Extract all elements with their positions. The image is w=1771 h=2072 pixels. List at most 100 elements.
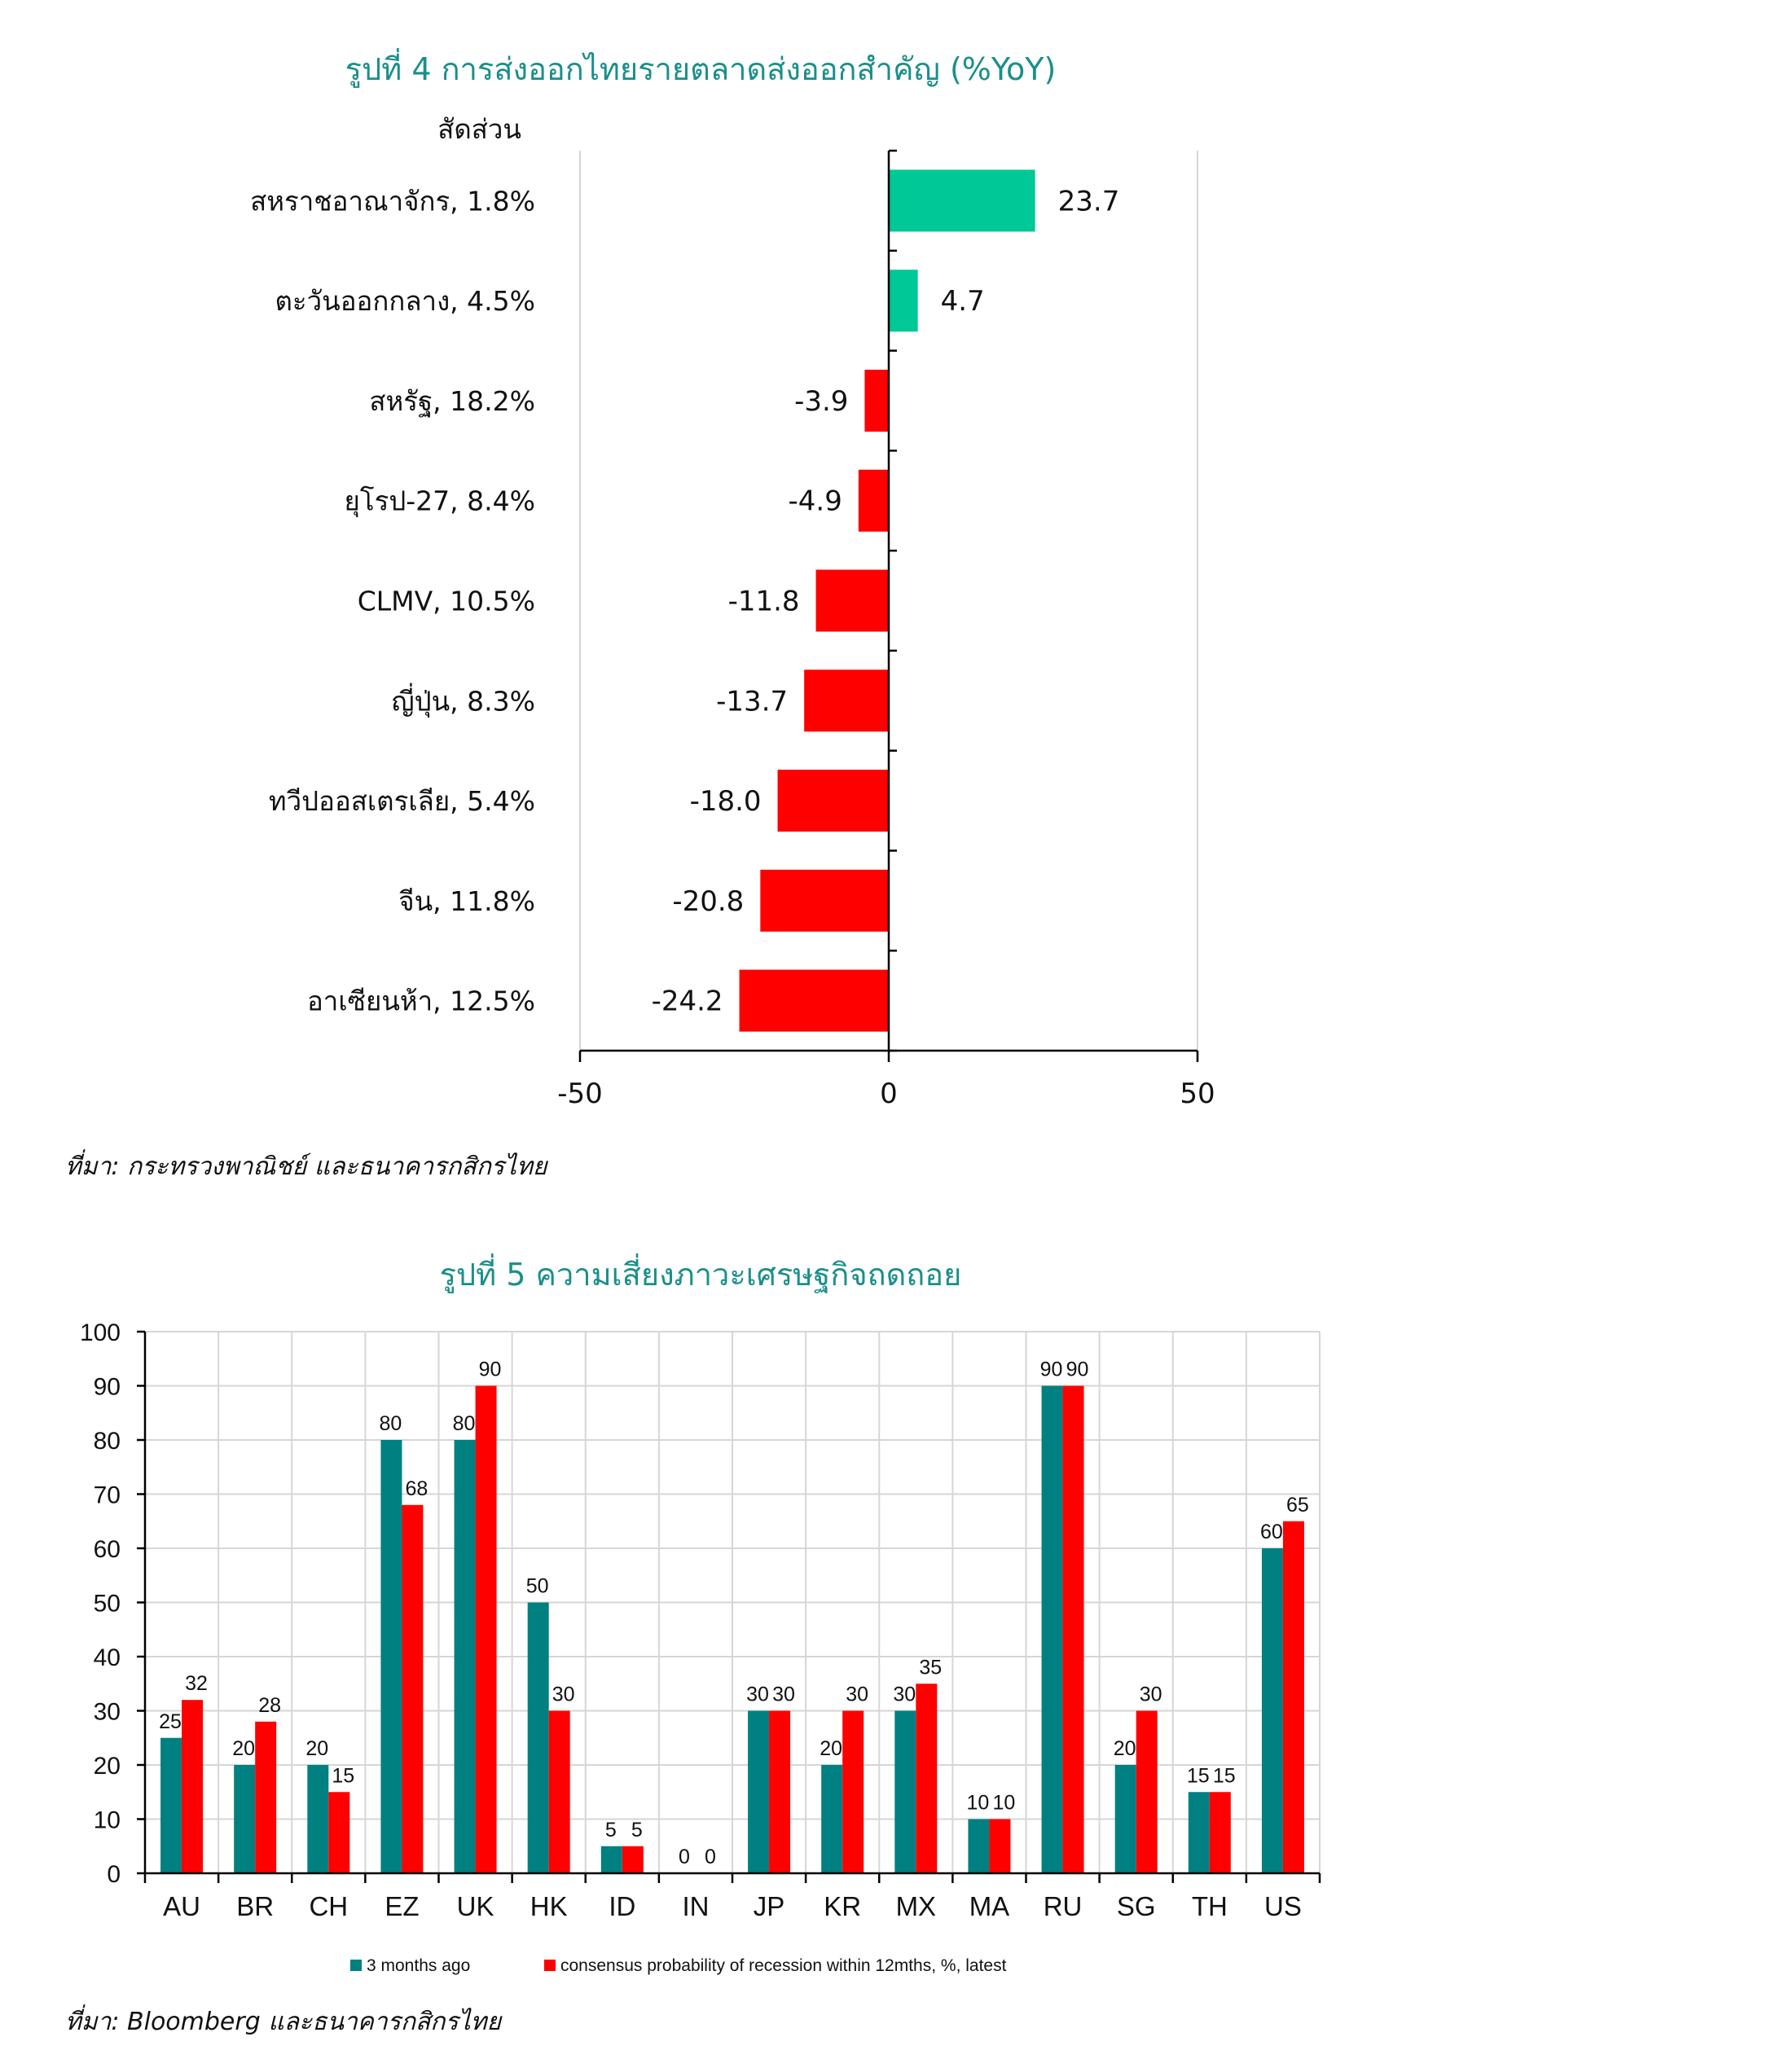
- chart1-x-tick-label-1: 0: [880, 1078, 898, 1110]
- chart2-category-label-5: HK: [530, 1891, 568, 1921]
- chart1-bar-8: [739, 969, 889, 1032]
- chart2-bars: [160, 1385, 1304, 1873]
- chart2-bar-uk-s2: [475, 1385, 497, 1873]
- chart2-value-label-uk-s1: 80: [453, 1412, 476, 1435]
- chart2-y-tick-label-10: 100: [80, 1319, 121, 1346]
- chart2-axes: [137, 1330, 1321, 1883]
- chart2-value-label-ma-s2: 10: [993, 1792, 1016, 1815]
- chart1-title: รูปที่ 4 การส่งออกไทยรายตลาดส่งออกสำคัญ …: [345, 48, 1057, 88]
- chart1-value-label-8: -24.2: [652, 986, 723, 1018]
- chart1-axes: [578, 149, 1199, 1062]
- chart2-y-tick-label-8: 80: [94, 1428, 121, 1455]
- chart1-bar-2: [864, 369, 889, 432]
- legend-label-consensus: consensus probability of recession withi…: [560, 1956, 1007, 1975]
- chart1-value-label-3: -4.9: [789, 485, 842, 518]
- chart1-category-labels: สหราชอาณาจักร, 1.8% ตะวันออกกลาง, 4.5% สหร…: [250, 185, 535, 1016]
- chart2-value-label-id-s2: 5: [631, 1819, 643, 1842]
- chart2-category-label-0: AU: [163, 1891, 200, 1921]
- chart2-category-label-11: MA: [969, 1891, 1010, 1921]
- chart1-bar-7: [760, 869, 889, 932]
- chart2-category-label-14: TH: [1192, 1891, 1228, 1921]
- chart2-category-label-13: SG: [1117, 1891, 1156, 1921]
- chart2-value-label-uk-s2: 90: [479, 1359, 502, 1381]
- chart2-bar-id-s2: [622, 1846, 644, 1873]
- chart2-value-label-in-s1: 0: [679, 1846, 690, 1868]
- chart-recession-risk: รูปที่ 5 ความเสี่ยงภาวะเศรษฐกิจถดถอย 25 3…: [65, 1253, 1321, 2036]
- chart2-value-label-hk-s1: 50: [526, 1575, 549, 1598]
- chart1-category-label-8: อาเซียนห้า, 12.5%: [307, 986, 535, 1017]
- chart1-value-label-4: -11.8: [728, 586, 800, 618]
- share-column-header: สัดส่วน: [437, 113, 521, 145]
- chart1-bar-5: [804, 669, 889, 732]
- chart2-category-label-10: MX: [896, 1891, 937, 1921]
- chart2-value-label-ez-s1: 80: [380, 1412, 402, 1435]
- chart2-bar-ru-s2: [1062, 1385, 1084, 1873]
- chart2-y-tick-label-1: 10: [94, 1807, 121, 1834]
- chart1-bars: [739, 169, 1035, 1032]
- chart2-value-label-sg-s1: 20: [1114, 1737, 1136, 1760]
- chart2-value-label-ma-s1: 10: [967, 1792, 990, 1815]
- chart2-y-tick-label-4: 40: [94, 1644, 121, 1671]
- chart2-bar-br-s1: [234, 1765, 256, 1873]
- chart2-bar-ma-s1: [968, 1819, 990, 1873]
- chart1-value-label-2: -3.9: [794, 385, 848, 418]
- chart1-source: ที่มา: กระทรวงพาณิชย์ และธนาคารกสิกรไทย: [65, 1149, 549, 1181]
- chart2-value-label-id-s1: 5: [605, 1819, 617, 1842]
- chart2-bar-mx-s2: [916, 1684, 938, 1873]
- chart2-bar-hk-s2: [548, 1710, 570, 1873]
- chart1-bar-1: [889, 270, 918, 332]
- chart2-bar-ez-s2: [402, 1504, 424, 1873]
- legend-label-3-months-ago: 3 months ago: [367, 1956, 470, 1975]
- chart1-bar-4: [815, 569, 889, 632]
- chart2-value-label-kr-s2: 30: [846, 1684, 868, 1706]
- chart2-value-label-mx-s2: 35: [919, 1656, 942, 1679]
- chart2-bar-jp-s2: [769, 1710, 791, 1873]
- chart2-value-label-ru-s1: 90: [1040, 1359, 1063, 1381]
- chart2-y-tick-label-5: 50: [94, 1591, 121, 1618]
- chart2-bar-us-s2: [1282, 1521, 1304, 1873]
- chart2-gridlines: [145, 1331, 1321, 1873]
- chart2-legend: 3 months ago consensus probability of re…: [350, 1956, 1007, 1975]
- chart1-x-tick-label-0: -50: [557, 1078, 603, 1110]
- chart2-y-tick-label-0: 0: [107, 1861, 121, 1888]
- chart2-title: รูปที่ 5 ความเสี่ยงภาวะเศรษฐกิจถดถอย: [440, 1253, 962, 1293]
- chart2-bar-au-s1: [160, 1737, 182, 1873]
- chart2-bar-sg-s1: [1114, 1765, 1136, 1873]
- chart2-category-label-6: ID: [609, 1891, 635, 1921]
- chart2-value-label-jp-s1: 30: [746, 1684, 769, 1706]
- chart2-category-labels: AU BR CH EZ UK HK ID IN JP KR MX MA RU SG TH US: [163, 1891, 1302, 1921]
- chart2-value-label-sg-s2: 30: [1140, 1684, 1162, 1706]
- chart2-value-label-us-s1: 60: [1260, 1521, 1283, 1543]
- chart2-y-tick-label-9: 90: [94, 1374, 121, 1401]
- chart2-y-tick-label-7: 70: [94, 1482, 121, 1509]
- chart2-value-label-in-s2: 0: [705, 1846, 716, 1868]
- chart1-category-label-7: จีน, 11.8%: [398, 885, 535, 917]
- chart1-category-label-6: ทวีปออสเตรเลีย, 5.4%: [269, 785, 535, 817]
- chart1-category-label-1: ตะวันออกกลาง, 4.5%: [275, 285, 535, 317]
- chart2-category-label-12: RU: [1044, 1891, 1083, 1921]
- chart2-category-label-8: JP: [754, 1891, 785, 1921]
- chart2-bar-au-s2: [182, 1700, 204, 1873]
- chart1-bar-3: [858, 469, 889, 532]
- chart2-value-label-br-s1: 20: [232, 1737, 255, 1760]
- chart1-category-label-5: ญี่ปุ่น, 8.3%: [392, 683, 535, 718]
- chart2-value-label-th-s1: 15: [1187, 1764, 1210, 1787]
- chart1-value-labels: 23.7 4.7 -3.9 -4.9 -11.8 -13.7 -18.0 -20.8 -24.2: [652, 185, 1120, 1017]
- chart2-bar-uk-s1: [454, 1440, 476, 1873]
- chart2-value-label-ch-s1: 20: [305, 1737, 328, 1760]
- chart1-bar-6: [777, 770, 889, 832]
- chart2-y-tick-label-6: 60: [94, 1536, 121, 1563]
- chart1-value-label-0: 23.7: [1058, 185, 1120, 217]
- chart1-category-label-4: CLMV, 10.5%: [358, 586, 535, 617]
- chart1-bar-0: [889, 169, 1035, 232]
- chart2-value-label-au-s1: 25: [159, 1710, 182, 1733]
- chart2-category-label-1: BR: [236, 1891, 274, 1921]
- chart2-y-tick-labels: 0 10 20 30 40 50 60 70 80 90 100: [80, 1319, 121, 1888]
- chart2-y-tick-label-3: 30: [94, 1699, 121, 1726]
- chart2-category-label-7: IN: [682, 1891, 709, 1921]
- chart2-bar-kr-s2: [842, 1710, 864, 1873]
- chart1-gridlines: [579, 151, 1198, 1051]
- chart-export-by-market: รูปที่ 4 การส่งออกไทยรายตลาดส่งออกสำคัญ …: [65, 48, 1215, 1181]
- chart1-value-label-6: -18.0: [690, 785, 762, 818]
